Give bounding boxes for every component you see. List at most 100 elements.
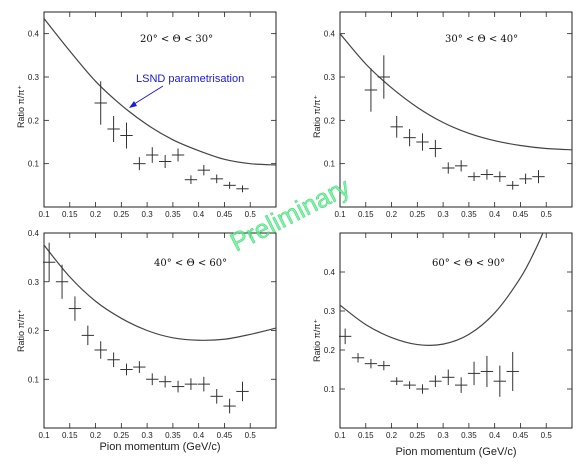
data-point: [506, 181, 519, 190]
x-tick-label: 0.4: [193, 210, 205, 219]
data-point: [493, 365, 507, 397]
data-point: [158, 375, 172, 388]
data-point: [146, 147, 159, 163]
data-point: [197, 164, 211, 176]
data-point: [171, 380, 185, 393]
x-tick-label: 0.4: [489, 431, 501, 440]
data-point: [223, 181, 236, 189]
data-point: [120, 122, 133, 149]
data-point: [442, 369, 455, 386]
lsnd-curve: [44, 244, 276, 341]
x-tick-label: 0.5: [245, 210, 257, 219]
data-point: [416, 133, 429, 151]
y-tick-label: 0.1: [28, 160, 40, 169]
x-tick-label: 0.5: [541, 431, 553, 440]
x-tick-label: 0.3: [438, 431, 450, 440]
data-point: [377, 360, 391, 371]
data-point: [403, 129, 416, 147]
data-point: [81, 325, 95, 346]
panel-60-90: 60° < Θ < 90° Ratio π/π⁺ Pion momentum (…: [312, 232, 573, 458]
y-tick-label: 0.1: [28, 375, 40, 384]
data-point: [42, 242, 56, 282]
x-tick-label: 0.2: [386, 431, 398, 440]
data-point: [403, 381, 416, 389]
x-tick-label: 0.25: [410, 210, 426, 219]
data-point: [184, 378, 198, 390]
x-tick-label: 0.25: [114, 210, 130, 219]
y-axis-label: Ratio π/π⁺: [312, 319, 322, 362]
y-tick-label: 0.1: [324, 385, 336, 394]
y-tick-label: 0.4: [28, 229, 40, 238]
data-point: [416, 384, 429, 394]
x-tick-label: 0.35: [165, 210, 181, 219]
data-point: [107, 352, 120, 368]
data-point: [133, 157, 146, 171]
x-tick-label: 0.45: [513, 431, 529, 440]
data-point: [467, 361, 481, 386]
annotation-arrow-head: [129, 101, 137, 108]
lsnd-label: LSND parametrisation: [136, 73, 244, 85]
data-point: [532, 170, 545, 184]
x-tick-label: 0.1: [334, 210, 346, 219]
y-tick-label: 0.2: [28, 116, 40, 125]
x-tick-label: 0.15: [358, 210, 374, 219]
data-point: [442, 162, 455, 174]
data-point: [197, 376, 211, 392]
y-tick-label: 0.4: [28, 30, 40, 39]
x-tick-label: 0.45: [217, 431, 233, 440]
y-tick-label: 0.4: [324, 30, 336, 39]
data-point: [120, 363, 133, 376]
data-point: [236, 185, 249, 193]
data-point: [429, 375, 442, 388]
y-tick-label: 0.3: [324, 73, 336, 82]
data-point: [223, 398, 236, 414]
lsnd-curve: [340, 33, 572, 151]
angle-range-label: 30° < Θ < 40°: [445, 34, 518, 45]
x-tick-label: 0.5: [541, 210, 553, 219]
x-tick-label: 0.45: [217, 210, 233, 219]
panel-20-30: 20° < Θ < 30° Ratio π/π⁺ 0.1 0.15 0.2 0.25 0…: [16, 11, 277, 219]
data-point: [467, 172, 481, 181]
x-tick-label: 0.1: [334, 431, 346, 440]
data-point: [158, 155, 172, 168]
x-tick-label: 0.35: [165, 431, 181, 440]
data-point: [184, 175, 198, 185]
x-tick-label: 0.25: [114, 431, 130, 440]
y-tick-label: 0.3: [324, 307, 336, 316]
y-tick-label: 0.2: [324, 116, 336, 125]
x-tick-label: 0.1: [38, 210, 50, 219]
panel-30-40: 30° < Θ < 40° Ratio π/π⁺ 0.1 0.15 0.2 0.25 0…: [312, 11, 573, 219]
plot-frame: [339, 232, 573, 429]
annotation-arrow-line: [130, 85, 164, 107]
y-axis-label: Ratio π/π⁺: [312, 95, 322, 138]
data-point: [519, 173, 532, 185]
data-point: [390, 116, 403, 138]
data-point: [364, 68, 378, 112]
data-point: [107, 116, 120, 142]
data-point: [493, 171, 507, 182]
y-tick-label: 0.4: [324, 268, 336, 277]
data-point: [454, 160, 468, 172]
data-point: [210, 389, 223, 404]
x-axis-label: Pion momentum (GeV/c): [99, 441, 220, 453]
data-point: [94, 341, 107, 359]
y-tick-label: 0.2: [28, 327, 40, 336]
x-tick-label: 0.35: [461, 431, 477, 440]
data-point: [390, 377, 403, 386]
x-tick-label: 0.4: [193, 431, 205, 440]
x-tick-label: 0.2: [90, 210, 102, 219]
y-tick-label: 0.3: [28, 278, 40, 287]
x-tick-label: 0.25: [410, 431, 426, 440]
plot-frame: [339, 11, 573, 208]
x-tick-label: 0.5: [245, 431, 257, 440]
lsnd-curve: [44, 18, 276, 166]
x-tick-label: 0.4: [489, 210, 501, 219]
data-point: [68, 296, 82, 321]
data-point: [146, 373, 159, 386]
y-tick-label: 0.2: [324, 346, 336, 355]
x-tick-label: 0.1: [38, 431, 50, 440]
y-tick-label: 0.3: [28, 73, 40, 82]
data-point: [377, 55, 391, 99]
x-tick-label: 0.2: [90, 431, 102, 440]
